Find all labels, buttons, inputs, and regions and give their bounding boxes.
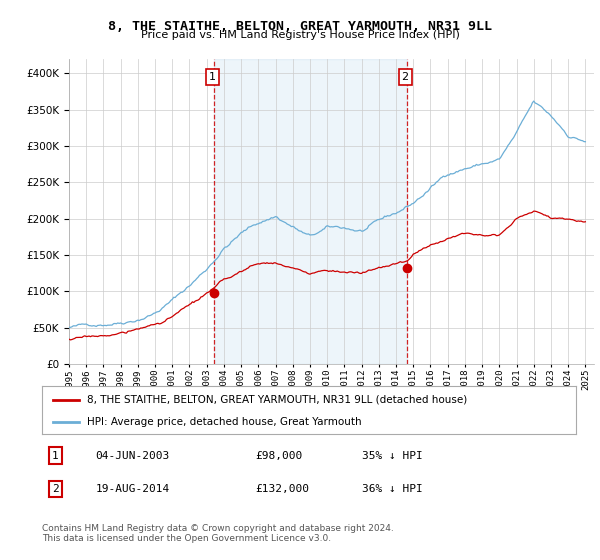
- Text: Contains HM Land Registry data © Crown copyright and database right 2024.
This d: Contains HM Land Registry data © Crown c…: [42, 524, 394, 543]
- Bar: [214, 59, 407, 364]
- Text: Price paid vs. HM Land Registry's House Price Index (HPI): Price paid vs. HM Land Registry's House …: [140, 30, 460, 40]
- Text: 04-JUN-2003: 04-JUN-2003: [95, 451, 170, 461]
- Text: £132,000: £132,000: [256, 484, 310, 494]
- Text: 1: 1: [52, 451, 59, 461]
- Text: 36% ↓ HPI: 36% ↓ HPI: [362, 484, 423, 494]
- Text: 35% ↓ HPI: 35% ↓ HPI: [362, 451, 423, 461]
- Text: 8, THE STAITHE, BELTON, GREAT YARMOUTH, NR31 9LL (detached house): 8, THE STAITHE, BELTON, GREAT YARMOUTH, …: [88, 395, 467, 405]
- Text: 1: 1: [209, 72, 216, 82]
- Text: £98,000: £98,000: [256, 451, 303, 461]
- Text: HPI: Average price, detached house, Great Yarmouth: HPI: Average price, detached house, Grea…: [88, 417, 362, 427]
- Text: 2: 2: [52, 484, 59, 494]
- Text: 8, THE STAITHE, BELTON, GREAT YARMOUTH, NR31 9LL: 8, THE STAITHE, BELTON, GREAT YARMOUTH, …: [108, 20, 492, 32]
- Text: 2: 2: [401, 72, 409, 82]
- Text: 19-AUG-2014: 19-AUG-2014: [95, 484, 170, 494]
